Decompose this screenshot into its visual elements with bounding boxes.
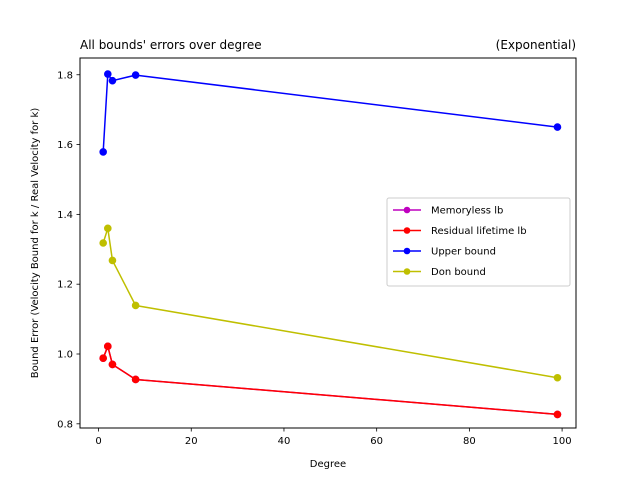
x-axis-title: Degree	[310, 459, 346, 470]
y-tick-label: 0.8	[57, 419, 73, 430]
data-point	[108, 256, 117, 265]
series-layer	[99, 70, 562, 419]
data-point	[131, 375, 140, 384]
data-point	[553, 410, 562, 419]
y-tick-label: 1.0	[57, 350, 73, 361]
series-don-bound	[99, 224, 562, 382]
data-point	[108, 360, 117, 369]
data-point	[131, 301, 140, 310]
legend-label: Upper bound	[431, 247, 496, 258]
x-tick-label: 60	[370, 436, 383, 447]
data-point	[553, 373, 562, 382]
legend-label: Memoryless lb	[431, 206, 503, 217]
y-axis-title: Bound Error (Velocity Bound for k / Real…	[30, 108, 41, 379]
series-upper-bound	[99, 70, 562, 156]
x-tick-label: 20	[185, 436, 198, 447]
data-point	[553, 123, 562, 131]
data-point	[99, 239, 107, 247]
y-tick-label: 1.8	[57, 70, 73, 81]
chart-title-left: All bounds' errors over degree	[80, 38, 262, 52]
data-point	[104, 70, 112, 78]
x-tick-label: 100	[553, 436, 572, 447]
data-point	[99, 148, 107, 156]
legend-swatch-marker	[403, 247, 411, 255]
legend-entry: Upper bound	[393, 247, 496, 258]
x-tick-label: 80	[463, 436, 476, 447]
x-tick-label: 40	[278, 436, 291, 447]
legend-swatch-marker	[403, 227, 411, 234]
legend: Memoryless lb Residual lifetime lb Upper b…	[386, 197, 571, 287]
y-tick-label: 1.2	[57, 280, 73, 291]
legend-swatch-marker	[403, 206, 411, 214]
series-residual-lifetime-lb	[99, 342, 562, 419]
legend-swatch-marker	[403, 268, 411, 275]
y-tick-label: 1.4	[57, 210, 73, 221]
data-point	[104, 224, 112, 233]
data-point	[99, 354, 107, 362]
legend-label: Don bound	[431, 267, 486, 278]
y-tick-label: 1.6	[57, 140, 73, 151]
x-tick-label: 0	[95, 436, 101, 447]
chart-title-right: (Exponential)	[496, 38, 576, 52]
y-axis-ticks: 0.8 1.0 1.2 1.4 1.6 1.8	[57, 70, 80, 430]
data-point	[131, 71, 140, 79]
legend-entry: Don bound	[393, 267, 486, 278]
legend-entry: Residual lifetime lb	[393, 226, 527, 237]
x-axis-ticks: 0 20 40 60 80 100	[95, 428, 572, 447]
data-point	[108, 76, 117, 85]
legend-label: Residual lifetime lb	[431, 226, 527, 237]
data-point	[104, 342, 112, 351]
plot-frame	[79, 57, 577, 429]
legend-entry: Memoryless lb	[393, 206, 503, 217]
legend-box	[386, 197, 571, 287]
